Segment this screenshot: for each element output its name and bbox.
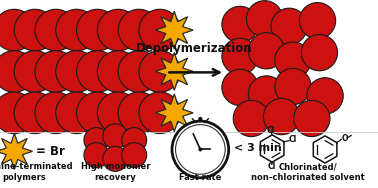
Text: Fast rate: Fast rate	[179, 173, 222, 182]
Polygon shape	[155, 11, 193, 49]
Ellipse shape	[0, 9, 35, 51]
Ellipse shape	[103, 124, 128, 149]
Ellipse shape	[14, 92, 56, 134]
Ellipse shape	[122, 143, 147, 168]
Polygon shape	[155, 52, 193, 90]
Ellipse shape	[35, 51, 76, 92]
Ellipse shape	[35, 92, 76, 134]
Ellipse shape	[175, 125, 225, 174]
Ellipse shape	[98, 9, 139, 51]
Ellipse shape	[263, 98, 300, 135]
Ellipse shape	[301, 34, 338, 71]
Text: Depolymerization: Depolymerization	[136, 42, 253, 55]
Ellipse shape	[0, 92, 35, 134]
Ellipse shape	[275, 42, 311, 78]
Ellipse shape	[98, 51, 139, 92]
Ellipse shape	[294, 100, 330, 137]
Ellipse shape	[118, 51, 160, 92]
Ellipse shape	[77, 92, 118, 134]
Ellipse shape	[222, 6, 258, 43]
Text: Chlorinated/
non-chlorinated solvent: Chlorinated/ non-chlorinated solvent	[251, 162, 365, 182]
Ellipse shape	[118, 92, 160, 134]
Ellipse shape	[56, 51, 98, 92]
Ellipse shape	[84, 128, 109, 152]
Polygon shape	[0, 133, 33, 170]
Ellipse shape	[139, 9, 181, 51]
Ellipse shape	[307, 78, 343, 114]
Ellipse shape	[122, 128, 147, 152]
Ellipse shape	[103, 146, 128, 171]
Ellipse shape	[248, 33, 285, 69]
Ellipse shape	[77, 9, 118, 51]
Ellipse shape	[56, 9, 98, 51]
Ellipse shape	[271, 8, 307, 45]
Text: < 3 min: < 3 min	[234, 143, 282, 153]
Ellipse shape	[35, 9, 76, 51]
Ellipse shape	[84, 143, 109, 168]
Ellipse shape	[118, 9, 160, 51]
Ellipse shape	[199, 148, 202, 151]
Polygon shape	[155, 94, 193, 132]
Text: High monomer
recovery: High monomer recovery	[81, 162, 150, 182]
Ellipse shape	[172, 121, 229, 178]
Ellipse shape	[233, 100, 270, 137]
Ellipse shape	[275, 68, 311, 105]
Text: Cl: Cl	[289, 135, 297, 144]
Text: Cl: Cl	[267, 162, 276, 171]
Ellipse shape	[77, 51, 118, 92]
Ellipse shape	[222, 69, 258, 106]
Text: O: O	[342, 134, 349, 143]
Ellipse shape	[14, 51, 56, 92]
Ellipse shape	[139, 92, 181, 134]
Ellipse shape	[0, 51, 35, 92]
Ellipse shape	[248, 76, 285, 112]
Ellipse shape	[139, 51, 181, 92]
Ellipse shape	[299, 2, 336, 39]
Ellipse shape	[222, 38, 258, 75]
Ellipse shape	[98, 92, 139, 134]
Ellipse shape	[56, 92, 98, 134]
Text: = Br: = Br	[36, 145, 65, 158]
Text: Bromine-terminated
polymers: Bromine-terminated polymers	[0, 162, 73, 182]
Ellipse shape	[14, 9, 56, 51]
Text: Cl: Cl	[266, 126, 275, 135]
Ellipse shape	[246, 1, 283, 37]
Ellipse shape	[198, 117, 202, 121]
